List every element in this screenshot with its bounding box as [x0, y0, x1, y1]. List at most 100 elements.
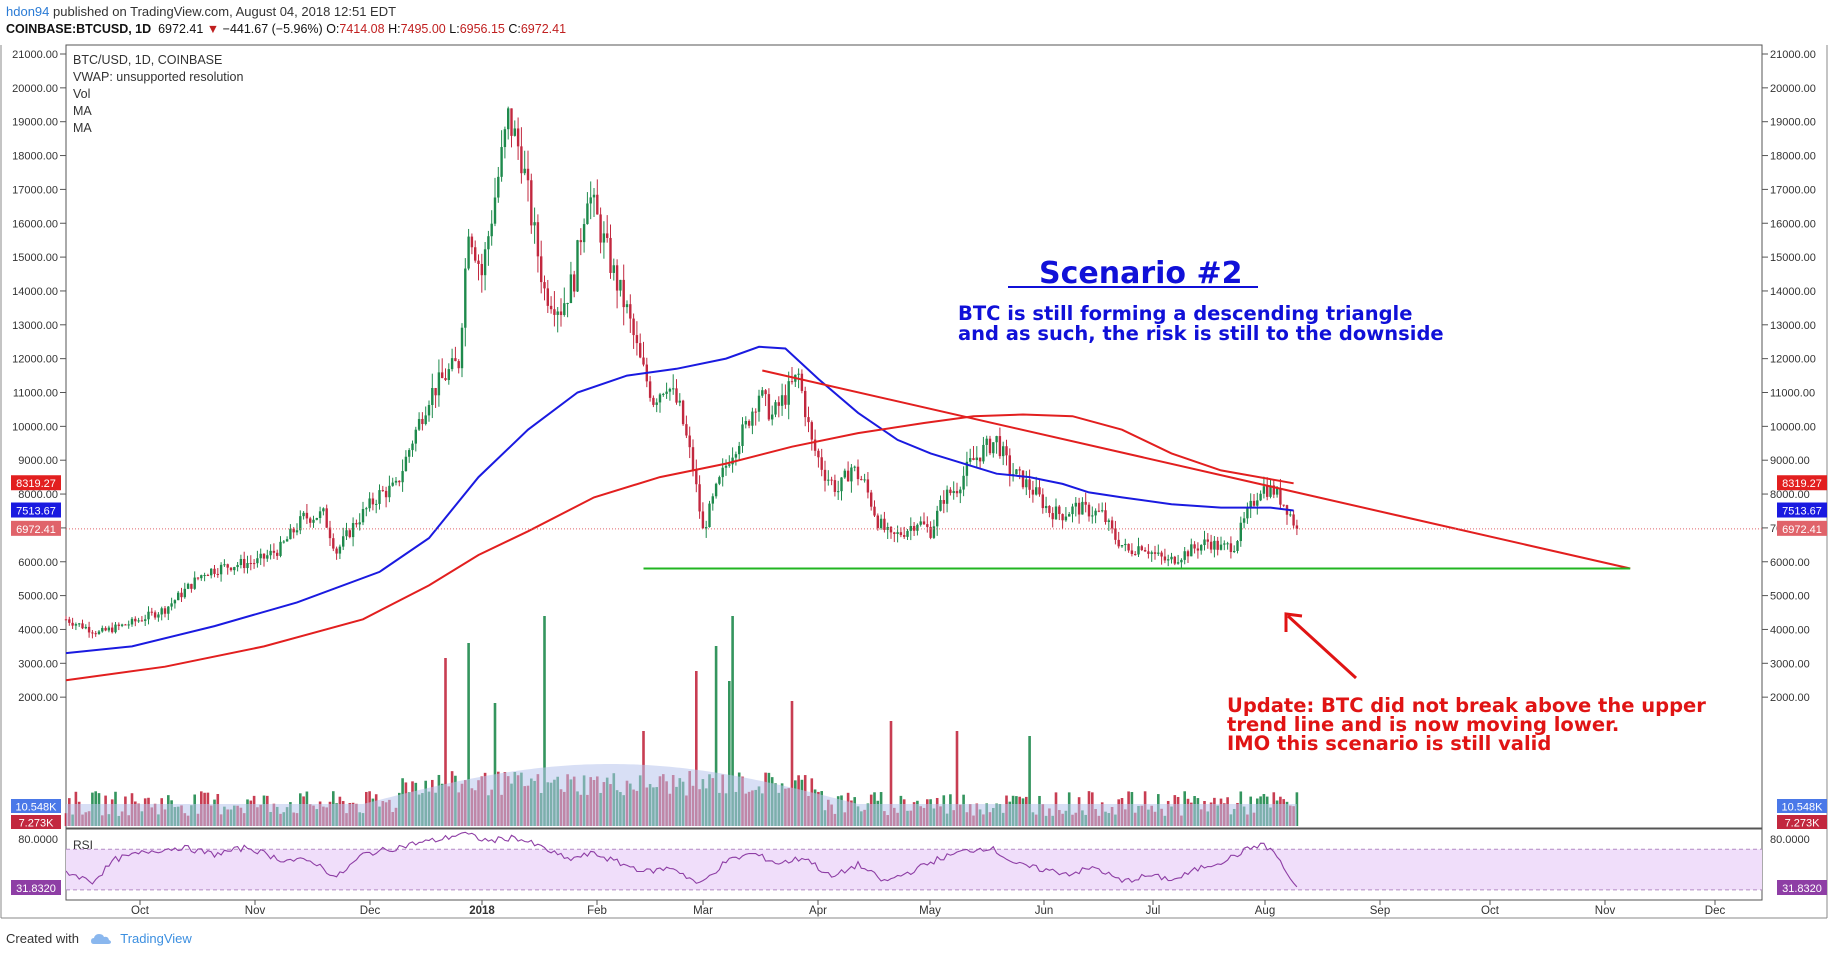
y-tick-label: 8000.00: [18, 489, 58, 501]
volume-bar: [955, 731, 959, 826]
candle-body: [101, 627, 104, 632]
candle-body: [833, 480, 837, 492]
candle-body: [1190, 544, 1193, 557]
candle-body: [249, 563, 252, 565]
candle-body: [1094, 510, 1097, 516]
y-tick-label: 15000.00: [12, 252, 58, 264]
candle-body: [873, 506, 876, 516]
author-link[interactable]: hdon94: [6, 4, 50, 19]
candle-body: [1209, 541, 1213, 550]
candle-body: [213, 568, 216, 574]
x-tick-label: Apr: [809, 905, 827, 917]
candle-body: [1058, 506, 1061, 515]
y-tick-label: 19000.00: [12, 117, 58, 129]
candle-body: [883, 518, 886, 530]
candle-body: [104, 627, 107, 631]
candle-body: [843, 470, 846, 478]
y-tick-label: 12000.00: [1770, 354, 1816, 366]
candle-body: [870, 492, 873, 507]
candle-body: [596, 194, 599, 215]
symbol-label: COINBASE:BTCUSD, 1D: [6, 22, 152, 36]
candle-body: [322, 508, 325, 512]
candle-body: [262, 553, 266, 559]
candle-body: [830, 479, 833, 481]
candle-body: [124, 624, 127, 626]
candle-body: [424, 415, 427, 425]
candle-body: [982, 444, 985, 462]
candle-body: [348, 530, 351, 538]
candle-body: [972, 458, 975, 461]
candle-body: [698, 484, 701, 512]
candle-body: [850, 467, 853, 482]
candle-body: [978, 457, 982, 462]
candle-body: [975, 457, 978, 461]
candle-body: [648, 381, 652, 398]
candle-body: [493, 197, 497, 224]
candle-body: [447, 369, 450, 381]
candle-body: [276, 552, 279, 556]
candle-body: [784, 395, 787, 405]
candle-body: [526, 168, 530, 181]
y-tick-label: 2000.00: [1770, 692, 1810, 704]
candle-body: [150, 611, 153, 613]
candle-body: [167, 606, 170, 614]
candle-body: [1272, 485, 1275, 495]
y-tick-label: 3000.00: [18, 658, 58, 670]
candle-body: [269, 550, 272, 556]
candle-body: [137, 620, 140, 622]
candle-body: [1213, 540, 1216, 550]
candle-body: [711, 496, 714, 504]
y-tick-label: 20000.00: [1770, 83, 1816, 95]
candle-body: [388, 485, 391, 498]
tradingview-link[interactable]: TradingView: [120, 931, 192, 946]
candle-body: [1193, 544, 1196, 549]
candle-body: [906, 530, 909, 537]
x-tick-label: Dec: [360, 905, 381, 917]
low-label: L:: [449, 22, 460, 36]
x-tick-label: May: [919, 905, 941, 917]
candle-body: [1249, 500, 1252, 508]
candle-body: [480, 263, 483, 276]
volume-bar: [731, 616, 734, 826]
candle-body: [1160, 552, 1163, 557]
candle-body: [886, 527, 889, 530]
candle-body: [91, 632, 94, 634]
update-line-1: Update: BTC did not break above the uppe…: [1227, 694, 1706, 717]
candle-body: [771, 414, 774, 420]
candle-body: [299, 516, 302, 531]
candle-body: [853, 466, 856, 468]
candle-body: [474, 247, 477, 261]
x-tick-label: Sep: [1370, 905, 1390, 917]
y-tick-label: 12000.00: [12, 354, 58, 366]
candle-body: [642, 357, 645, 365]
created-with-label: Created with: [6, 931, 79, 946]
candle-body: [361, 509, 365, 523]
candle-body: [186, 583, 190, 589]
candle-body: [1021, 470, 1025, 488]
candle-body: [942, 500, 945, 504]
candle-body: [817, 450, 820, 458]
candle-body: [559, 311, 563, 316]
candle-body: [655, 402, 658, 405]
candle-body: [675, 388, 678, 403]
candle-body: [81, 623, 84, 629]
candle-body: [454, 358, 457, 362]
candle-body: [1203, 539, 1206, 546]
rsi-label: RSI: [73, 838, 93, 852]
price-labels: 8319.27 8319.27 7513.67 7513.67 6972.41 6972.…: [11, 475, 1827, 830]
candle-body: [876, 515, 879, 529]
candle-body: [355, 523, 358, 525]
candle-body: [691, 447, 695, 470]
candle-body: [1110, 520, 1114, 529]
candle-body: [160, 608, 163, 615]
footer: Created with TradingView: [6, 931, 192, 946]
candle-body: [196, 577, 200, 579]
candle-body: [1127, 543, 1130, 551]
candle-body: [936, 510, 939, 527]
candle-body: [695, 469, 698, 485]
candle-body: [1061, 514, 1064, 521]
x-tick-label: Feb: [587, 905, 607, 917]
tradingview-cloud-icon: [90, 934, 111, 945]
candle-body: [328, 527, 332, 539]
